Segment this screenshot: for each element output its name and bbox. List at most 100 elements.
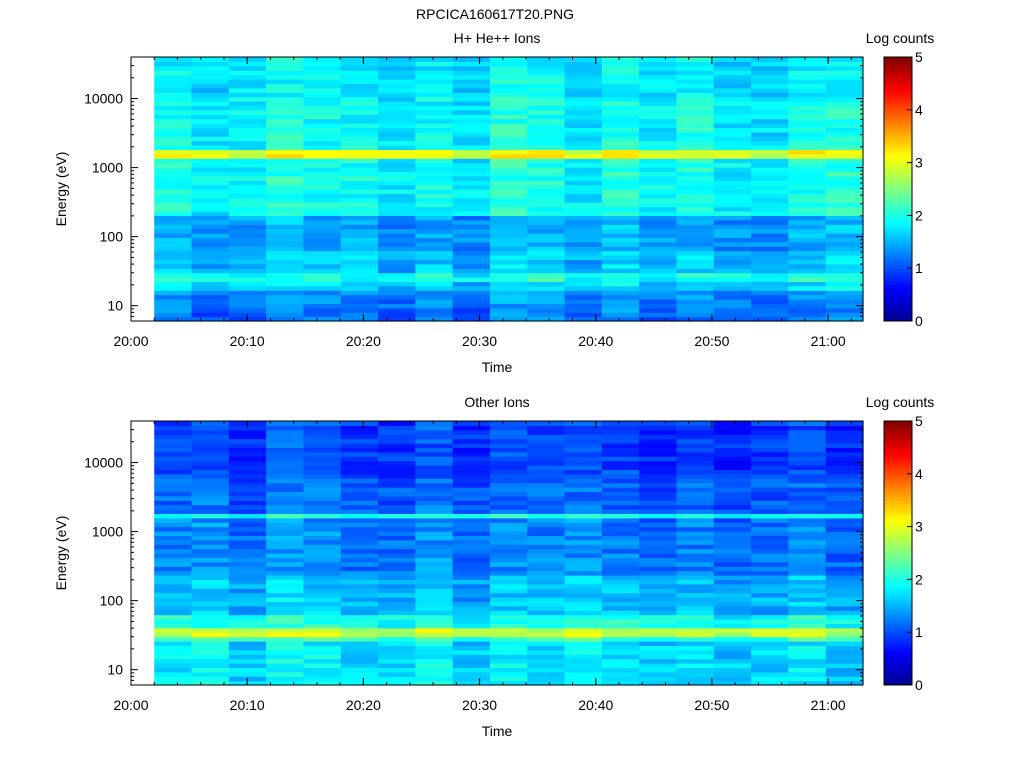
- heatmap-cell: [154, 658, 193, 664]
- heatmap-cell: [639, 312, 678, 318]
- heatmap-cell: [751, 654, 789, 660]
- heatmap-cell: [713, 456, 752, 462]
- heatmap-cell: [788, 268, 827, 274]
- heatmap-cell: [303, 443, 342, 448]
- heatmap-cell: [154, 636, 193, 642]
- heatmap-cell: [378, 438, 416, 444]
- heatmap-cell: [713, 614, 752, 620]
- heatmap-cell: [228, 233, 267, 238]
- heatmap-cell: [788, 131, 827, 137]
- heatmap-cell: [378, 544, 416, 550]
- heatmap-cell: [788, 482, 827, 488]
- heatmap-cell: [601, 189, 640, 194]
- heatmap-cell: [601, 149, 640, 155]
- heatmap-cell: [601, 570, 640, 576]
- heatmap-cell: [154, 680, 193, 686]
- heatmap-cell: [154, 193, 193, 199]
- heatmap-cell: [788, 193, 827, 199]
- heatmap-cell: [788, 158, 827, 164]
- heatmap-cell: [452, 233, 491, 238]
- heatmap-cell: [751, 451, 789, 457]
- heatmap-cell: [751, 671, 789, 677]
- heatmap-cell: [639, 241, 678, 247]
- heatmap-cell: [378, 500, 416, 506]
- heatmap-cell: [751, 140, 789, 146]
- heatmap-cell: [527, 566, 566, 572]
- heatmap-cell: [489, 61, 528, 67]
- heatmap-cell: [751, 513, 789, 519]
- heatmap-cell: [266, 307, 305, 313]
- heatmap-cell: [564, 149, 603, 155]
- heatmap-cell: [527, 654, 566, 660]
- heatmap-cell: [564, 202, 603, 208]
- heatmap-cell: [639, 101, 678, 106]
- heatmap-cell: [639, 96, 678, 102]
- heatmap-cell: [154, 136, 193, 142]
- heatmap-cell: [751, 478, 789, 484]
- colorbar-swatch: [884, 447, 912, 452]
- heatmap-cell: [713, 79, 752, 84]
- heatmap-cell: [378, 632, 416, 638]
- x-tick-label: 20:10: [230, 697, 265, 713]
- heatmap-cell: [452, 456, 491, 462]
- heatmap-cell: [713, 299, 752, 304]
- heatmap-cell: [154, 557, 193, 563]
- heatmap-cell: [751, 123, 789, 128]
- heatmap-cell: [825, 504, 864, 510]
- heatmap-cell: [489, 114, 528, 120]
- heatmap-cell: [191, 153, 230, 159]
- heatmap-cell: [266, 601, 305, 607]
- heatmap-cell: [639, 645, 678, 651]
- heatmap-cell: [825, 658, 864, 664]
- heatmap-cell: [378, 654, 416, 660]
- heatmap-cell: [378, 307, 416, 313]
- heatmap-cell: [378, 241, 416, 247]
- heatmap-cell: [452, 469, 491, 475]
- heatmap-cell: [825, 307, 864, 313]
- heatmap-cell: [378, 145, 416, 150]
- heatmap-cell: [601, 206, 640, 212]
- heatmap-cell: [340, 526, 379, 532]
- heatmap-cell: [751, 281, 789, 287]
- heatmap-cell: [825, 219, 864, 225]
- heatmap-cell: [266, 517, 305, 523]
- heatmap-cell: [676, 566, 715, 572]
- heatmap-cell: [489, 215, 528, 221]
- heatmap-cell: [340, 671, 379, 677]
- heatmap-cell: [788, 294, 827, 300]
- heatmap-cell: [489, 140, 528, 146]
- heatmap-cell: [303, 451, 342, 457]
- heatmap-cell: [489, 136, 528, 142]
- heatmap-cell: [378, 87, 416, 93]
- heatmap-cell: [154, 241, 193, 247]
- heatmap-cell: [378, 667, 416, 673]
- heatmap-cell: [676, 619, 715, 624]
- heatmap-cell: [639, 592, 678, 598]
- heatmap-cell: [527, 250, 566, 256]
- heatmap-cell: [639, 460, 678, 466]
- heatmap-cell: [340, 535, 379, 541]
- heatmap-cell: [415, 202, 454, 208]
- colorbar-swatch: [884, 301, 912, 305]
- colorbar-swatch: [884, 212, 912, 216]
- heatmap-cell: [340, 680, 379, 686]
- heatmap-cell: [788, 438, 827, 444]
- heatmap-cell: [564, 237, 603, 243]
- heatmap-cell: [452, 601, 491, 607]
- heatmap-cell: [601, 237, 640, 243]
- heatmap-cell: [713, 109, 752, 115]
- heatmap-cell: [452, 583, 491, 589]
- heatmap-cell: [564, 290, 603, 296]
- heatmap-cell: [303, 92, 342, 98]
- colorbar-swatch: [884, 457, 912, 462]
- heatmap-cell: [676, 74, 715, 80]
- heatmap-cell: [340, 451, 379, 457]
- heatmap-cell: [415, 193, 454, 199]
- heatmap-cell: [639, 114, 678, 120]
- heatmap-cell: [191, 434, 230, 440]
- heatmap-cell: [713, 566, 752, 572]
- heatmap-cell: [340, 561, 379, 567]
- heatmap-cell: [266, 184, 305, 190]
- heatmap-cell: [266, 570, 305, 576]
- colorbar-label: Log counts: [866, 394, 935, 410]
